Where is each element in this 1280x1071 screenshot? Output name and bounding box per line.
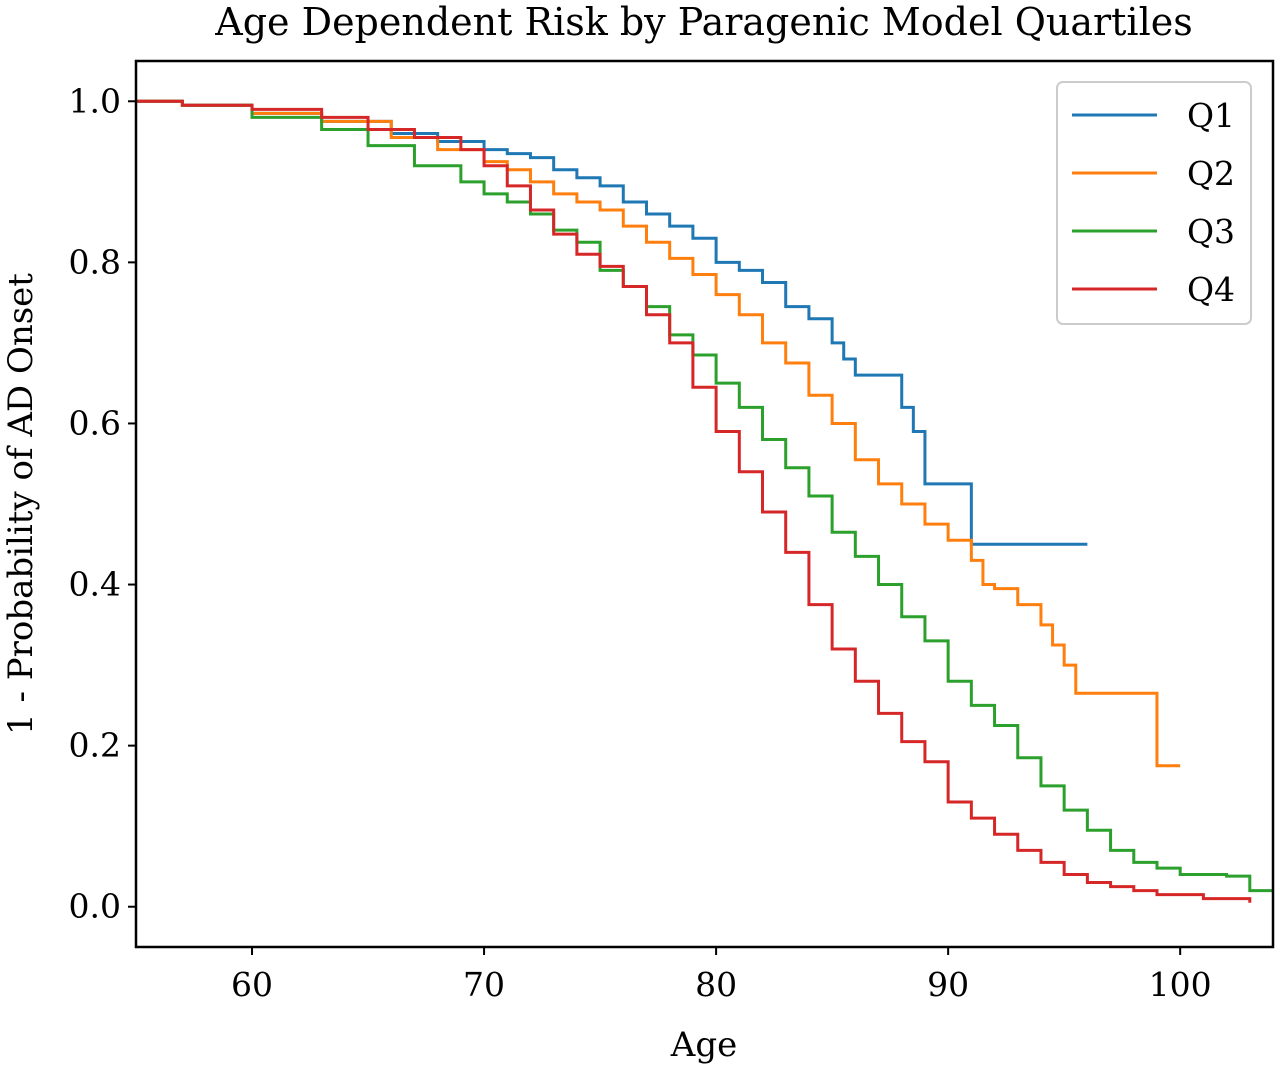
series-line-q2 (136, 99, 1181, 768)
y-tick-label: 0.6 (69, 403, 121, 442)
y-axis-label: 1 - Probability of AD Onset (1, 273, 41, 735)
plot-area (136, 99, 1273, 903)
y-tick-label: 0.4 (69, 565, 121, 604)
series-line-q3 (136, 99, 1273, 893)
x-tick-label: 70 (463, 965, 505, 1004)
x-tick-label: 80 (695, 965, 737, 1004)
legend-box (1056, 81, 1252, 325)
series-line-q4 (136, 99, 1252, 903)
x-axis-label: Age (670, 1025, 737, 1065)
x-tick-label: 90 (927, 965, 969, 1004)
y-tick-label: 1.0 (69, 81, 121, 120)
legend-label-q1: Q1 (1187, 96, 1235, 135)
legend-label-q4: Q4 (1187, 270, 1235, 309)
legend-label-q3: Q3 (1187, 212, 1235, 251)
y-tick-label: 0.2 (69, 726, 121, 765)
axes: 60 70 80 90 100 0.0 0.2 0.4 0.6 0.8 1.0 (69, 59, 1275, 1004)
series-line-q1 (136, 99, 1088, 546)
x-tick-label: 60 (231, 965, 273, 1004)
legend: Q1 Q2 Q3 Q4 (1056, 81, 1252, 325)
chart-title: Age Dependent Risk by Paragenic Model Qu… (214, 0, 1192, 44)
legend-label-q2: Q2 (1187, 154, 1235, 193)
y-tick-label: 0.0 (69, 887, 121, 926)
x-tick-label: 100 (1149, 965, 1212, 1004)
y-tick-label: 0.8 (69, 242, 121, 281)
axes-frame (134, 59, 1275, 949)
